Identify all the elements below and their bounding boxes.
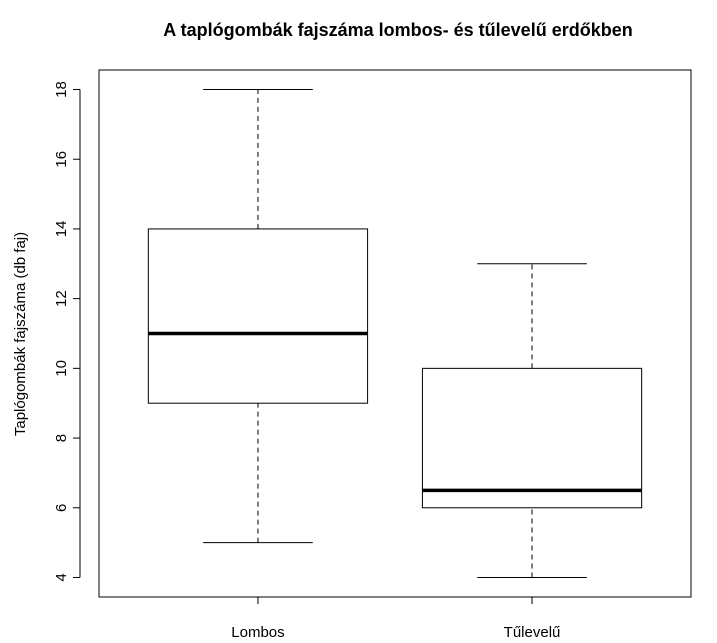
- y-tick-label: 6: [53, 504, 70, 512]
- y-tick-label: 16: [53, 151, 70, 168]
- y-tick-label: 14: [53, 221, 70, 238]
- plot-frame: [98, 69, 692, 598]
- y-tick-label: 18: [53, 81, 70, 98]
- x-tick-label: Lombos: [231, 624, 284, 641]
- y-tick-label: 4: [53, 573, 70, 581]
- x-tick-label: Tűlevelű: [504, 624, 561, 641]
- y-tick-label: 12: [53, 290, 70, 307]
- box: [147, 228, 369, 404]
- y-axis-label: Taplógombák fajszáma (db faj): [12, 232, 29, 436]
- box: [421, 367, 643, 509]
- y-tick-label: 10: [53, 360, 70, 377]
- chart-title: A taplógombák fajszáma lombos- és tűleve…: [163, 20, 632, 40]
- y-tick-label: 8: [53, 434, 70, 442]
